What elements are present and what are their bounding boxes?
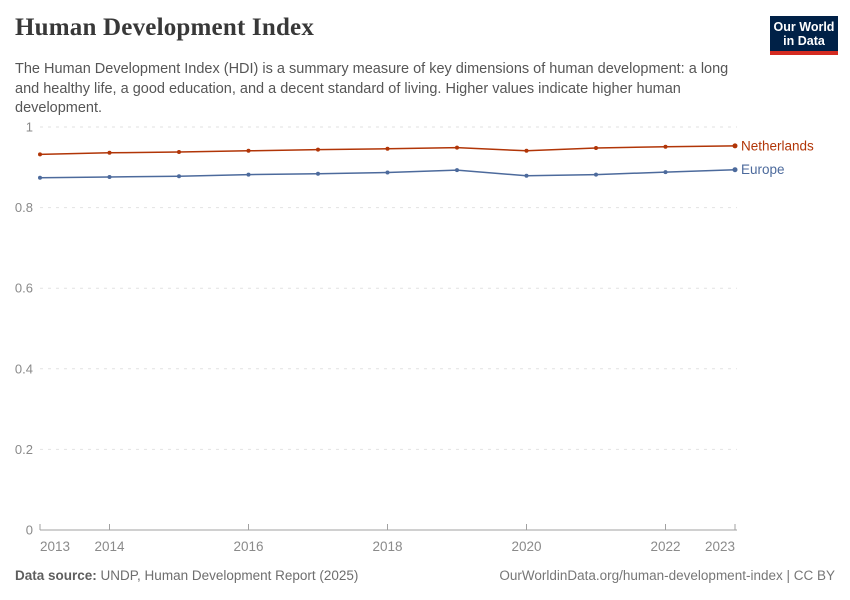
data-point-netherlands-2013 [38, 152, 42, 157]
x-tick-label-2023: 2023 [705, 539, 735, 554]
data-point-netherlands-2017 [316, 147, 320, 152]
data-point-europe-2018 [385, 170, 390, 175]
owid-logo[interactable]: Our World in Data [770, 16, 838, 55]
data-source-value: UNDP, Human Development Report (2025) [100, 568, 359, 583]
data-source-note: Data source: UNDP, Human Development Rep… [15, 568, 358, 583]
series-label-europe[interactable]: Europe [741, 162, 785, 177]
data-point-europe-2017 [316, 171, 320, 176]
x-tick-label-2016: 2016 [233, 539, 263, 554]
data-point-europe-2013 [38, 175, 42, 180]
data-point-netherlands-2019 [455, 145, 459, 150]
data-point-europe-2015 [177, 174, 181, 179]
data-point-europe-2016 [246, 172, 251, 177]
data-point-europe-2020 [524, 173, 529, 178]
data-point-europe-2014 [107, 175, 112, 179]
y-tick-label-0.6: 0.6 [15, 281, 33, 296]
y-tick-label-0.2: 0.2 [15, 442, 33, 457]
data-point-netherlands-2021 [594, 146, 598, 150]
data-point-europe-2019 [455, 168, 459, 173]
owid-logo-text-line2: in Data [783, 34, 825, 48]
series-label-netherlands[interactable]: Netherlands [741, 138, 814, 153]
chart-subtitle: The Human Development Index (HDI) is a s… [15, 61, 729, 117]
data-point-europe-2021 [594, 172, 598, 177]
data-point-netherlands-2020 [524, 148, 529, 153]
y-tick-label-1: 1 [26, 120, 33, 135]
data-point-netherlands-2023 [732, 143, 738, 149]
credit-link[interactable]: OurWorldinData.org/human-development-ind… [499, 568, 835, 583]
data-source-label: Data source: [15, 568, 97, 583]
data-point-netherlands-2014 [107, 150, 112, 155]
page-title: Human Development Index [15, 14, 315, 41]
x-tick-label-2022: 2022 [650, 539, 680, 554]
data-point-netherlands-2018 [385, 146, 390, 151]
x-tick-label-2013: 2013 [40, 539, 70, 554]
owid-logo-text-line1: Our World [773, 20, 835, 34]
x-tick-label-2018: 2018 [372, 539, 402, 554]
y-tick-label-0: 0 [26, 523, 33, 538]
data-point-netherlands-2015 [177, 150, 181, 154]
chart-footer: Data source: UNDP, Human Development Rep… [15, 568, 835, 583]
x-tick-label-2020: 2020 [511, 539, 541, 554]
x-tick-label-2014: 2014 [94, 539, 125, 554]
y-tick-label-0.8: 0.8 [15, 200, 33, 215]
data-point-europe-2023 [732, 167, 738, 173]
y-tick-label-0.4: 0.4 [15, 361, 33, 376]
data-point-europe-2022 [663, 170, 668, 175]
data-point-netherlands-2022 [663, 144, 668, 149]
data-point-netherlands-2016 [246, 148, 251, 153]
